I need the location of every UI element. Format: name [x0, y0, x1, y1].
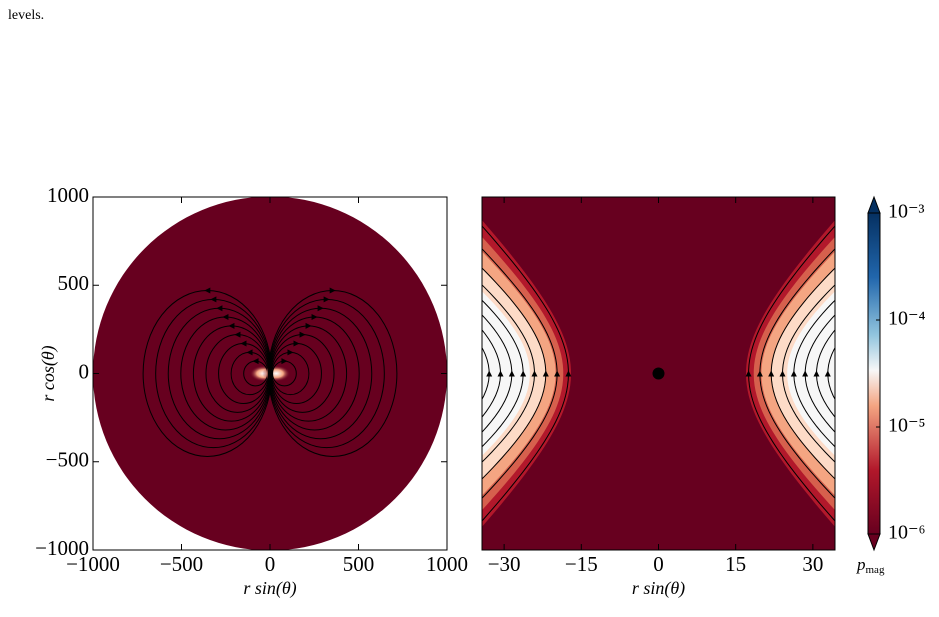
y-tick-label: 0	[79, 359, 90, 383]
stream-arrow	[520, 370, 527, 377]
x-tick-label: −1000	[66, 552, 120, 576]
stream-arrow	[802, 370, 809, 377]
plot-area	[475, 197, 939, 550]
stream-arrow	[813, 370, 820, 377]
colorbar-label-subscript: mag	[866, 564, 885, 576]
field-band	[787, 291, 835, 456]
y-axis-label: r cos(θ)	[38, 345, 59, 401]
x-tick-label: −15	[565, 552, 598, 576]
stream-arrow	[222, 314, 229, 321]
stream-arrow	[756, 370, 763, 377]
streamline	[827, 346, 835, 401]
colorbar-tick-label: 10⁻⁶	[888, 522, 926, 544]
y-tick-label: 500	[58, 271, 90, 295]
stream-arrow	[542, 370, 549, 377]
stream-arrow	[204, 287, 211, 294]
y-tick-label: −500	[46, 448, 89, 472]
stream-arrow	[745, 370, 752, 377]
stream-arrow	[779, 370, 786, 377]
stream-arrow	[287, 349, 294, 356]
stream-arrow	[824, 370, 831, 377]
stream-arrow	[554, 370, 561, 377]
stream-arrow	[299, 331, 306, 338]
x-axis-label: r sin(θ)	[632, 578, 685, 599]
stream-arrow	[768, 370, 775, 377]
stream-arrow	[486, 370, 493, 377]
stream-arrow	[475, 371, 481, 377]
x-tick-label: 15	[725, 552, 746, 576]
stream-arrow	[323, 296, 330, 303]
colorbar-extension	[867, 195, 881, 214]
colorbar	[867, 212, 881, 535]
stream-arrow	[497, 370, 504, 377]
streamline	[839, 200, 939, 550]
x-tick-label: −30	[488, 552, 521, 576]
x-tick-label: 30	[802, 552, 823, 576]
field-glow	[262, 365, 291, 382]
x-axis-label: r sin(θ)	[243, 578, 296, 599]
stream-arrow	[531, 370, 538, 377]
stream-arrow	[317, 305, 324, 312]
x-tick-label: 500	[343, 552, 375, 576]
stream-arrow	[790, 370, 797, 377]
colorbar-tick-label: 10⁻³	[888, 201, 925, 223]
caption-fragment: levels.	[8, 8, 44, 23]
y-tick-label: −1000	[35, 536, 89, 560]
colorbar-label-symbol: p	[856, 555, 866, 574]
stream-arrow	[329, 287, 336, 294]
colorbar-tick-label: 10⁻⁵	[888, 415, 926, 437]
colorbar-label: pmag	[856, 555, 885, 576]
central-object	[652, 367, 665, 380]
x-tick-label: 1000	[426, 552, 468, 576]
y-tick-label: 1000	[47, 183, 89, 207]
colorbar-extension	[867, 533, 881, 552]
stream-arrow	[281, 358, 288, 365]
stream-arrow	[311, 314, 318, 321]
stream-arrow	[508, 370, 515, 377]
stream-arrow	[293, 340, 300, 347]
stream-arrow	[836, 371, 842, 377]
stream-arrow	[246, 349, 253, 356]
stream-arrow	[228, 322, 235, 329]
stream-arrow	[240, 340, 247, 347]
x-tick-label: −500	[160, 552, 203, 576]
field-band	[482, 291, 530, 456]
stream-arrow	[252, 358, 259, 365]
stream-arrow	[234, 331, 241, 338]
stream-arrow	[210, 296, 217, 303]
stream-arrow	[565, 370, 572, 377]
stream-arrow	[305, 322, 312, 329]
x-tick-label: 0	[265, 552, 276, 576]
colorbar-tick-label: 10⁻⁴	[888, 308, 926, 330]
stream-arrow	[216, 305, 223, 312]
plot-area	[93, 197, 447, 550]
x-tick-label: 0	[653, 552, 664, 576]
